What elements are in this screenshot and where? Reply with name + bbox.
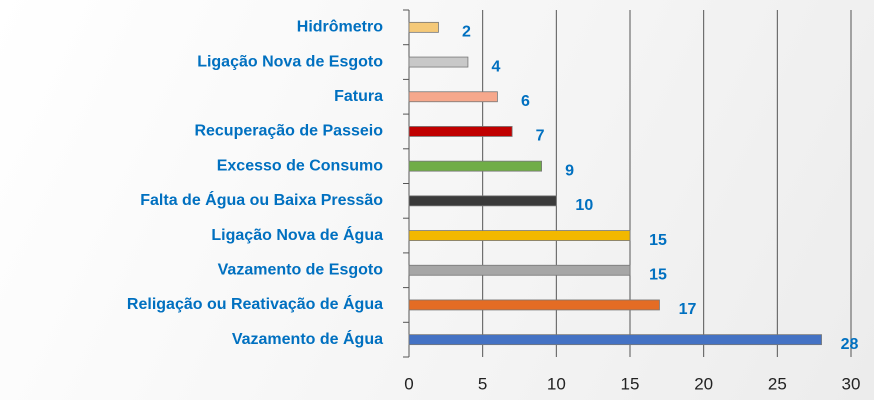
bar xyxy=(408,264,631,276)
x-tick-label: 10 xyxy=(547,374,566,393)
value-label: 17 xyxy=(679,301,697,318)
y-tick-label: Vazamento de Esgoto xyxy=(218,261,384,278)
value-label: 9 xyxy=(565,162,574,179)
bar xyxy=(408,160,543,172)
bar xyxy=(408,126,513,137)
x-tick-label: 20 xyxy=(694,374,713,393)
bar xyxy=(408,56,469,68)
value-label: 28 xyxy=(841,336,859,353)
x-tick-label: 5 xyxy=(478,374,487,393)
value-label: 4 xyxy=(491,58,500,75)
bar xyxy=(408,195,557,207)
bar xyxy=(408,21,439,33)
bar xyxy=(408,230,631,241)
y-tick-label: Fatura xyxy=(334,88,383,105)
value-label: 6 xyxy=(521,93,530,110)
x-tick-label: 0 xyxy=(404,374,413,393)
y-tick-label: Recuperação de Passeio xyxy=(194,123,383,140)
x-tick-label: 25 xyxy=(768,374,787,393)
y-tick-label: Ligação Nova de Água xyxy=(211,225,383,244)
y-tick-label: Religação ou Reativação de Água xyxy=(127,294,383,313)
bar xyxy=(408,299,660,311)
bar xyxy=(408,91,498,103)
x-tick-label: 30 xyxy=(842,374,861,393)
y-tick-label: Excesso de Consumo xyxy=(217,157,384,174)
y-tick-label: Hidrômetro xyxy=(297,19,383,36)
value-label: 10 xyxy=(575,197,593,214)
value-label: 7 xyxy=(536,128,545,145)
y-tick-label: Ligação Nova de Esgoto xyxy=(197,53,383,70)
x-tick-label: 15 xyxy=(621,374,640,393)
y-tick-label: Vazamento de Água xyxy=(232,329,383,348)
y-tick-label: Falta de Água ou Baixa Pressão xyxy=(140,190,383,209)
value-label: 15 xyxy=(649,266,667,283)
value-label: 2 xyxy=(462,24,471,41)
value-label: 15 xyxy=(649,232,667,249)
bar xyxy=(408,334,822,346)
